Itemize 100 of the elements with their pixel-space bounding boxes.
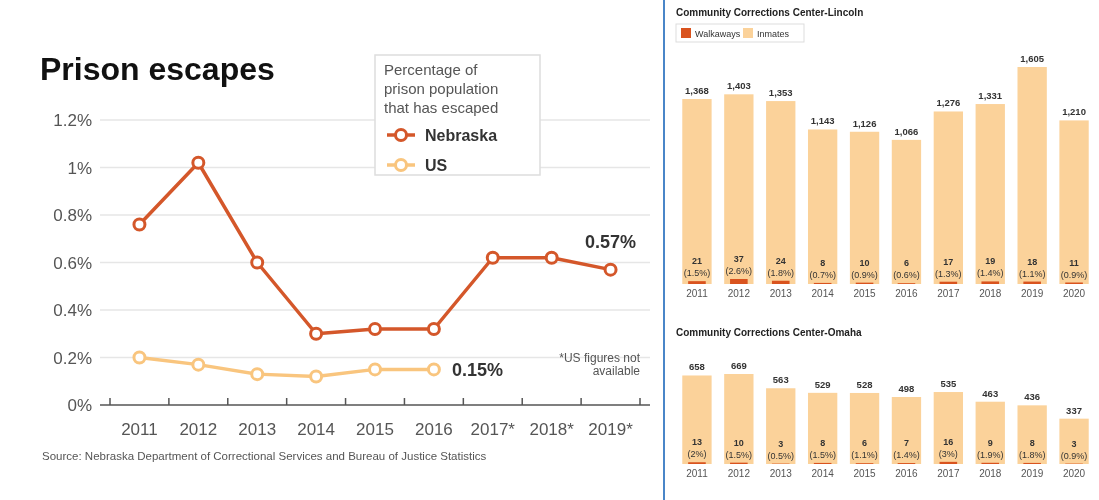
bar: [771, 280, 790, 284]
point: [368, 322, 382, 336]
x-tick-label: 2011: [686, 288, 709, 299]
x-tick-label: 2014: [811, 288, 835, 299]
point: [250, 255, 265, 270]
x-tick-label: 2018: [979, 288, 1002, 299]
bar: [1059, 418, 1089, 464]
data-label: 11 (0.9%): [1060, 257, 1088, 280]
bar: [933, 111, 964, 284]
x-tick-label: 2019: [1021, 468, 1044, 479]
annotation: 0.15%: [451, 360, 503, 381]
x-tick-label: 2013: [238, 420, 277, 439]
x-tick-label: 2019*: [588, 420, 634, 439]
bar: [891, 139, 922, 284]
point: [132, 217, 147, 232]
source-note: Source: Nebraska Department of Correctional Services and Bureau of Justice Statistics: [42, 450, 487, 462]
bar: [1017, 405, 1047, 464]
chart-title: Prison escapes: [40, 51, 275, 87]
point: [603, 262, 618, 277]
x-tick-label: 2013: [769, 468, 793, 479]
data-label: 3 (0.5%): [767, 438, 795, 461]
data-label: 1,276: [936, 97, 961, 109]
bar: [682, 99, 712, 284]
data-label: 669: [730, 360, 747, 371]
bar: [891, 397, 922, 464]
bar: [807, 392, 838, 464]
data-label: 6 (1.1%): [851, 438, 878, 461]
y-tick-label: 0.8%: [53, 206, 92, 225]
legend-label: Nebraska: [425, 127, 498, 144]
data-label: 8 (0.7%): [809, 257, 836, 280]
data-label: 463: [982, 387, 999, 399]
x-tick-label: 2017*: [470, 420, 516, 439]
x-tick-label: 2015: [356, 420, 394, 439]
x-tick-label: 2015: [853, 468, 877, 479]
data-label: 337: [1066, 404, 1082, 416]
x-tick-label: 2016: [895, 468, 919, 479]
point: [309, 326, 324, 341]
y-tick-label: 1.2%: [53, 111, 92, 130]
data-label: 9 (1.9%): [976, 437, 1004, 460]
point: [132, 350, 147, 365]
data-label: 498: [898, 383, 915, 394]
y-tick-label: 0%: [67, 396, 92, 415]
data-label: 18 (1.1%): [1018, 256, 1046, 279]
data-label: 8 (1.8%): [1018, 437, 1046, 460]
legend-title: Percentage of prison population that has escaped: [384, 61, 499, 116]
data-label: 1,143: [810, 115, 835, 127]
point: [250, 367, 265, 382]
data-label: 16 (3%): [938, 436, 958, 459]
x-tick-label: 2013: [769, 288, 793, 299]
bar: [975, 401, 1005, 464]
x-tick-label: 2011: [686, 468, 709, 479]
y-tick-label: 0.4%: [53, 301, 92, 320]
x-tick-label: 2015: [853, 288, 877, 299]
y-tick-label: 0.6%: [53, 253, 92, 273]
bar: [766, 101, 796, 284]
bar: [682, 375, 712, 464]
legend-label: Walkaways: [695, 29, 741, 39]
data-label: 3 (0.9%): [1060, 438, 1088, 461]
data-label: 529: [814, 378, 831, 390]
data-label: 8 (1.5%): [809, 437, 836, 460]
data-label: 10 (0.9%): [851, 257, 878, 280]
x-tick-label: 2014: [811, 468, 835, 479]
bar: [981, 281, 1000, 284]
data-label: 21 (1.5%): [683, 256, 711, 279]
data-label: 10 (1.5%): [725, 437, 753, 460]
y-tick-label: 0.2%: [53, 348, 92, 368]
x-tick-label: 2020: [1062, 288, 1086, 299]
point: [426, 322, 441, 336]
x-tick-label: 2020: [1062, 468, 1086, 479]
data-label: 563: [772, 374, 789, 386]
bar: [975, 104, 1005, 284]
point: [368, 362, 382, 377]
data-label: 37 (2.6%): [725, 254, 753, 276]
x-tick-label: 2016: [414, 420, 453, 439]
x-tick-label: 2017: [937, 468, 960, 479]
data-label: 17 (1.3%): [935, 256, 962, 279]
data-label: 7 (1.4%): [893, 438, 920, 461]
data-label: 1,126: [852, 117, 877, 129]
x-tick-label: 2016: [895, 288, 919, 299]
point: [544, 250, 559, 265]
data-label: 1,353: [768, 87, 793, 99]
point: [309, 369, 324, 384]
x-tick-label: 2011: [121, 420, 158, 439]
bar: [933, 392, 964, 464]
bar: [766, 388, 796, 464]
x-tick-label: 2012: [727, 288, 751, 299]
bar: [807, 129, 838, 284]
bar: [724, 94, 754, 284]
bar: [730, 279, 748, 284]
x-tick-label: 2012: [727, 468, 751, 479]
x-tick-label: 2014: [297, 420, 336, 439]
point: [485, 250, 500, 265]
legend-label: Inmates: [757, 29, 790, 39]
legend-label: US: [425, 157, 448, 174]
x-tick-label: 2012: [179, 420, 218, 439]
data-label: 19 (1.4%): [976, 256, 1004, 279]
data-label: 1,403: [726, 80, 751, 92]
bar: [1059, 120, 1089, 284]
data-label: 6 (0.6%): [893, 258, 920, 281]
bar: [849, 392, 880, 464]
